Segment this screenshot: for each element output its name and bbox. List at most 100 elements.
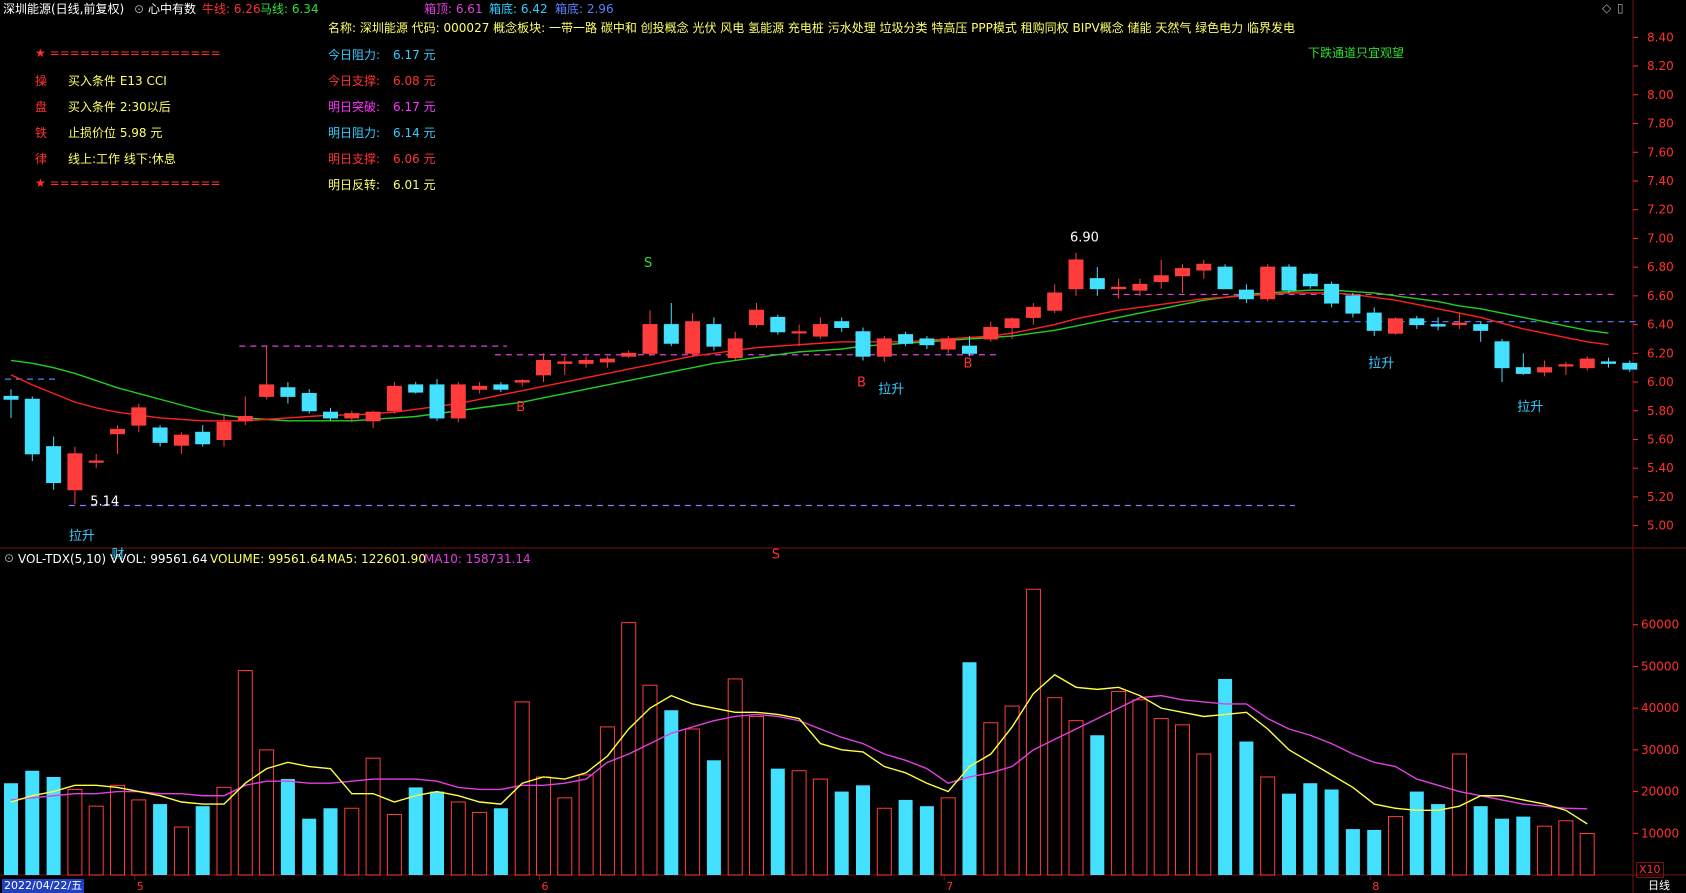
zoom-level[interactable]: X10 (1636, 862, 1664, 878)
rule-key-2: 盘 (35, 100, 48, 114)
indicator-name[interactable]: 心中有数 (148, 2, 197, 16)
volume-ma5-line (10, 673, 1588, 825)
rule-key-3: 铁 (35, 126, 48, 140)
rules-star-line: ★ ================= (35, 46, 221, 60)
level-label-6: 明日反转: (328, 178, 381, 192)
level-value-6: 6.01 元 (393, 178, 436, 192)
volume-bar (1409, 791, 1424, 875)
bull-line-value: 牛线: 6.26 (202, 2, 261, 16)
volume-bar (365, 757, 381, 876)
candle-body (152, 427, 168, 443)
volume-title[interactable]: VOL-TDX(5,10) (18, 552, 107, 566)
level-value-4: 6.14 元 (393, 126, 436, 140)
candle-body (1111, 286, 1127, 290)
volume-bar (1367, 829, 1382, 875)
month-label: 7 (946, 880, 953, 893)
volume-bar (1282, 793, 1296, 875)
rule-text-1: 买入条件 E13 CCI (68, 74, 167, 88)
chart-annotation: 拉升 (878, 383, 904, 398)
box-base-value: 箱底: 2.96 (555, 2, 614, 16)
month-label: 8 (1372, 880, 1379, 893)
vol-ma10-value: MA10: 158731.14 (424, 552, 531, 566)
volume-bar (557, 797, 573, 876)
price-tick-label: 6.20 (1647, 346, 1674, 360)
candle-body (408, 384, 424, 393)
price-tick-label: 6.60 (1647, 289, 1674, 303)
diamond-icon[interactable]: ◇ (1602, 1, 1612, 15)
candle-body (962, 345, 977, 354)
volume-bar (1537, 825, 1553, 876)
candle-body (1089, 278, 1105, 290)
volume-bar (1579, 832, 1595, 876)
volume-bar (1025, 588, 1041, 876)
volume-bar (834, 791, 849, 875)
volume-bar (749, 715, 764, 876)
volume-bar (1324, 789, 1339, 875)
volume-bar (919, 806, 934, 875)
candle-body (940, 338, 956, 350)
candle-body (1515, 367, 1531, 374)
volume-bar (898, 799, 913, 875)
vol-ma5-value: MA5: 122601.90 (327, 552, 426, 566)
volume-bar (1473, 806, 1488, 875)
rule-key-4: 律 (35, 152, 48, 166)
level-value-1: 6.17 元 (393, 48, 436, 62)
price-tick-label: 5.40 (1647, 461, 1674, 475)
volume-bar (1303, 783, 1318, 875)
volume-tick-label: 50000 (1641, 659, 1679, 673)
volume-bar (216, 786, 232, 876)
candle-body (1366, 312, 1382, 331)
volume-bar (514, 701, 530, 876)
candle-body (578, 359, 594, 364)
window-toggle-icon[interactable]: ▯ (1617, 1, 1624, 15)
volume-bar (1047, 697, 1063, 876)
indicator-toggle-icon[interactable]: ⊙ (134, 2, 145, 16)
candle-body (1451, 322, 1467, 326)
chart-annotation: 拉升 (1517, 400, 1543, 415)
box-top-value: 箱顶: 6.61 (424, 2, 483, 16)
volume-bar (472, 811, 488, 876)
price-tick-label: 6.80 (1647, 260, 1674, 274)
volume-bar (962, 662, 977, 875)
period-label[interactable]: 日线 (1648, 879, 1670, 892)
rule-text-4: 线上:工作 线下:休息 (68, 152, 176, 166)
box-bottom-value: 箱底: 6.42 (489, 2, 548, 16)
candle-body (259, 384, 275, 397)
chart-annotation: B (964, 357, 973, 372)
volume-bar (1175, 724, 1190, 876)
candle-body (642, 324, 658, 354)
candle-body (323, 411, 338, 419)
volume-bar (940, 797, 956, 876)
chart-annotation: 拉升 (69, 529, 95, 544)
candle-body (1473, 324, 1489, 331)
candle-body (599, 358, 615, 363)
candle-body (131, 407, 147, 426)
price-tick-label: 5.20 (1647, 490, 1674, 504)
candle-body (1494, 341, 1510, 369)
volume-bar (621, 622, 637, 876)
level-value-2: 6.08 元 (393, 74, 436, 88)
volume-bar (195, 806, 210, 875)
volume-bar (46, 776, 61, 875)
candle-body (1388, 318, 1403, 334)
candle-body (216, 421, 232, 440)
volume-toggle-icon[interactable]: ⊙ (4, 551, 15, 565)
volume-bar (706, 760, 721, 875)
candle-body (1622, 362, 1638, 370)
chart-annotation: 5.14 (90, 495, 119, 510)
stock-title[interactable]: 深圳能源(日线,前复权) (3, 2, 125, 16)
candle-body (1579, 358, 1595, 369)
volume-bar (4, 783, 18, 875)
rule-text-2: 买入条件 2:30以后 (68, 100, 171, 114)
candle-body (429, 384, 445, 419)
candle-body (1175, 268, 1190, 277)
volume-bar (259, 749, 275, 876)
candle-body (1068, 259, 1084, 290)
volume-bar (131, 799, 147, 876)
candle-body (919, 338, 935, 346)
price-tick-label: 8.40 (1647, 30, 1674, 44)
volume-bar (685, 728, 701, 876)
volume-bar (1004, 705, 1020, 876)
volume-bar (1111, 690, 1127, 876)
